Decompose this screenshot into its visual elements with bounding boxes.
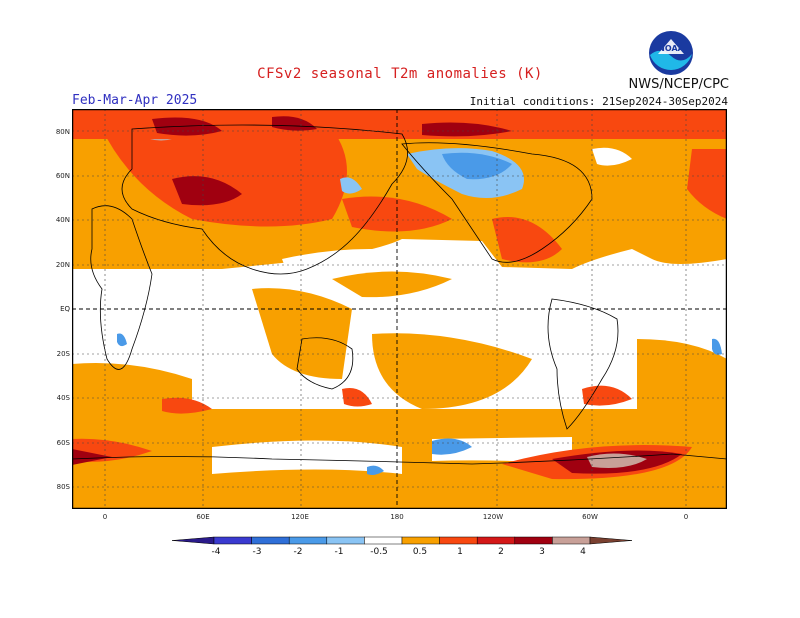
lon-label-120w: 120W — [482, 513, 504, 521]
lon-label-120e: 120E — [291, 513, 309, 521]
initial-conditions: Initial conditions: 21Sep2024-30Sep2024 — [469, 95, 728, 108]
lat-label-20s: 20S — [56, 350, 70, 358]
colorbar-segment — [439, 536, 478, 545]
agency-label: NWS/NCEP/CPC — [628, 77, 729, 92]
colorbar-label: -4 — [211, 547, 221, 557]
lat-label-eq: EQ — [60, 305, 70, 313]
colorbar-label: -3 — [252, 547, 262, 557]
colorbar-segment — [288, 536, 328, 545]
colorbar-segment — [172, 536, 215, 545]
lat-label-40n: 40N — [55, 216, 70, 224]
colorbar-label: 4 — [580, 547, 586, 557]
colorbar — [172, 536, 632, 545]
temperature-anomaly-map — [72, 109, 727, 509]
colorbar-label: 0.5 — [412, 547, 428, 557]
colorbar-label: 3 — [539, 547, 545, 557]
lon-label-0-east: 0 — [683, 513, 689, 521]
colorbar-segment — [213, 536, 252, 545]
colorbar-segment — [589, 536, 632, 545]
colorbar-label: -0.5 — [370, 547, 388, 557]
lat-label-20n: 20N — [55, 261, 70, 269]
colorbar-segment — [476, 536, 516, 545]
colorbar-segment — [514, 536, 553, 545]
colorbar-label: 2 — [498, 547, 504, 557]
noaa-logo-icon: NOAA — [649, 31, 693, 75]
lon-label-0: 0 — [102, 513, 108, 521]
lat-label-80s: 80S — [56, 483, 70, 491]
lat-label-40s: 40S — [56, 394, 70, 402]
map-title: CFSv2 seasonal T2m anomalies (K) — [257, 66, 543, 82]
logo-text: NOAA — [658, 44, 684, 53]
colorbar-segment — [364, 536, 403, 545]
colorbar-label: -1 — [334, 547, 344, 557]
lat-label-60n: 60N — [55, 172, 70, 180]
colorbar-segment — [251, 536, 290, 545]
colorbar-segment — [401, 536, 440, 545]
lon-label-60w: 60W — [582, 513, 598, 521]
colorbar-segment — [552, 536, 591, 545]
forecast-period: Feb-Mar-Apr 2025 — [72, 93, 198, 108]
lat-label-80n: 80N — [55, 128, 70, 136]
colorbar-label: -2 — [293, 547, 303, 557]
colorbar-label: 1 — [457, 547, 463, 557]
lon-label-180: 180 — [390, 513, 404, 521]
colorbar-segment — [326, 536, 365, 545]
lon-label-60e: 60E — [196, 513, 210, 521]
lat-label-60s: 60S — [56, 439, 70, 447]
